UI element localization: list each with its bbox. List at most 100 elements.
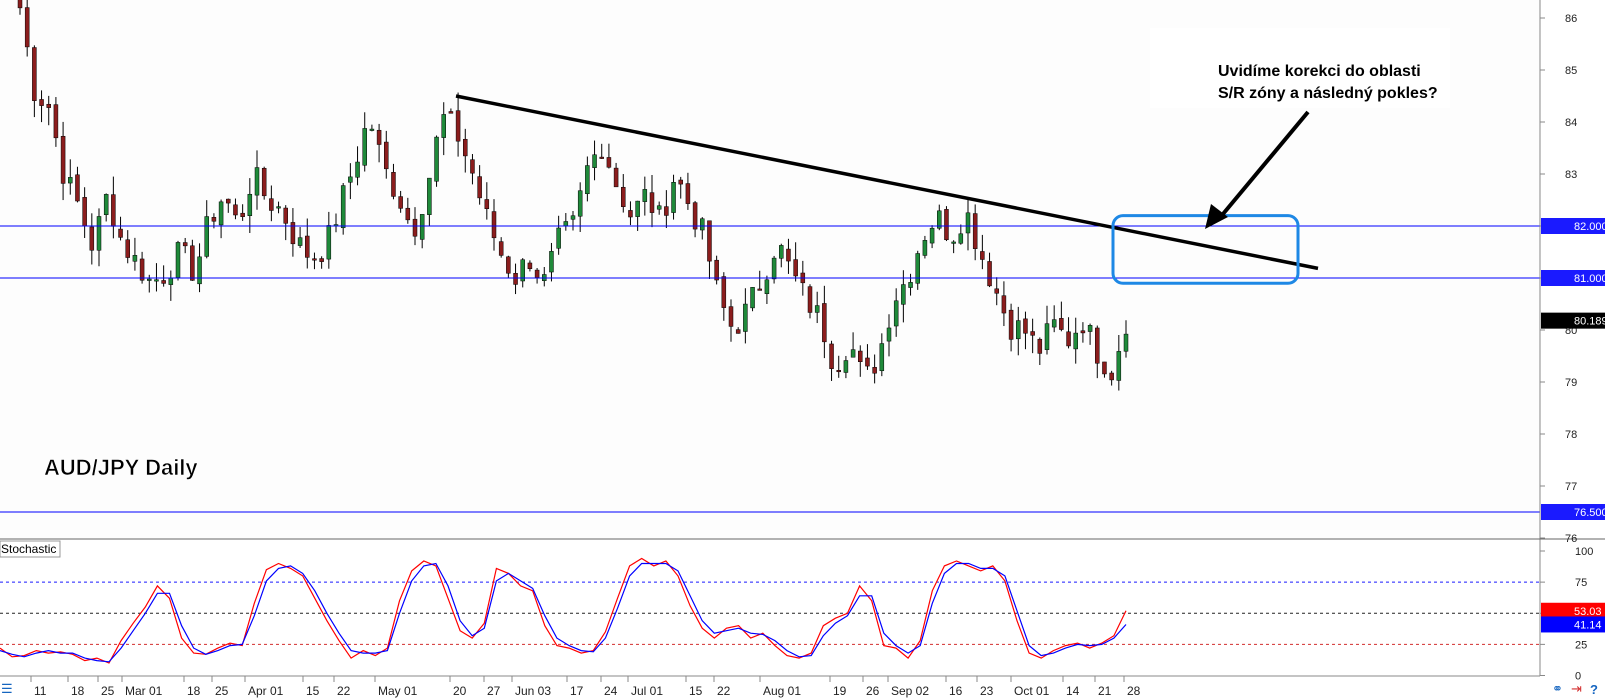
candle-body [111,194,116,227]
candle-body [32,47,37,101]
candle-body [261,167,267,197]
candle-body [369,128,375,131]
candle-body [132,255,138,262]
x-tick-label: Jun 03 [515,684,551,698]
candle-body [470,159,475,174]
candle-body [829,343,834,369]
candle-body [577,190,583,217]
annotation-arrow [1216,110,1310,222]
candle-body [592,154,597,168]
candle-body [427,177,432,215]
candle-body [865,357,870,367]
candle-body [82,197,87,227]
oscillator-label: Stochastic [1,542,56,556]
x-tick-label: 15 [689,684,703,698]
candle-body [908,282,913,288]
y-tick-label: 79 [1565,377,1577,389]
candle-body [197,256,202,285]
x-tick-label: Jul 01 [631,684,663,698]
candle-body [1109,372,1114,381]
candle-body [103,194,109,215]
candle-body [96,216,102,251]
x-tick-label: 19 [833,684,847,698]
candle-body [937,210,942,229]
x-tick-label: Apr 01 [248,684,284,698]
candle-body [779,245,784,259]
sr-price-tag [1541,504,1605,520]
candle-body [204,216,209,257]
candle-body [1001,295,1007,314]
candle-body [814,305,820,313]
candle-body [118,228,123,238]
candle-body [376,129,382,145]
arrow-right-icon[interactable]: ⇥ [1571,681,1582,696]
candle-body [326,225,332,260]
candle-body [340,185,346,229]
candle-body [1080,330,1086,334]
candle-body [463,138,468,157]
candle-body [721,276,727,308]
candle-body [771,257,777,280]
candle-body [283,207,288,224]
candle-body [290,222,296,245]
target-zone-box [1111,214,1300,285]
osc-y-tick-label: 100 [1575,546,1593,558]
x-tick-label: 14 [1066,684,1080,698]
sr-price-tag-label: 81.000 [1574,273,1605,285]
menu-icon[interactable]: ☰ [1,681,13,696]
x-tick-label: May 01 [378,684,418,698]
candle-body [211,217,217,222]
last-price-tag [1541,312,1605,329]
x-tick-label: 28 [1127,684,1141,698]
help-icon[interactable]: ? [1590,682,1598,697]
candle-body [233,204,238,216]
candle-body [75,174,80,202]
candle-body [879,343,885,372]
candle-body [1073,332,1078,350]
candle-body [599,156,604,159]
candle-body [556,227,561,249]
x-tick-label: 22 [337,684,351,698]
candle-body [692,202,698,230]
x-tick-label: 18 [71,684,85,698]
x-tick-label: 18 [187,684,201,698]
candle-body [391,172,396,197]
candle-body [455,110,461,142]
candle-body [1123,333,1129,352]
x-tick-label: 11 [34,684,47,698]
candle-body [987,261,992,287]
candle-body [39,99,44,106]
candle-body [1066,331,1071,347]
x-tick-label: Aug 01 [763,684,801,698]
y-tick-label: 78 [1565,429,1577,441]
candle-body [958,233,964,244]
link-icon[interactable]: ⚭ [1552,681,1563,696]
sr-price-tag [1541,218,1605,234]
candle-body [520,259,525,282]
stochastic-value-label: 41.14 [1574,619,1602,631]
candle-body [656,205,662,210]
candle-body [893,300,899,327]
candle-body [671,182,676,213]
candle-body [405,207,411,221]
candle-body [398,196,403,209]
candle-body [147,278,152,281]
annotation-line-2: S/R zóny a následný pokles? [1218,85,1438,102]
candle-body [384,141,389,170]
candle-body [513,273,518,285]
candle-body [1044,323,1050,350]
annotation-line-1: Uvidíme korekci do oblasti [1218,63,1421,80]
candle-body [1037,338,1043,354]
candle-body [60,135,66,184]
candle-body [613,167,619,188]
candle-body [89,226,95,251]
candle-body [168,277,174,285]
candle-body [46,103,51,108]
candle-body [606,157,612,168]
candle-body [218,201,224,226]
candle-body [757,288,762,291]
candle-body [226,198,231,204]
candle-body [994,288,999,294]
candle-body [240,212,245,217]
